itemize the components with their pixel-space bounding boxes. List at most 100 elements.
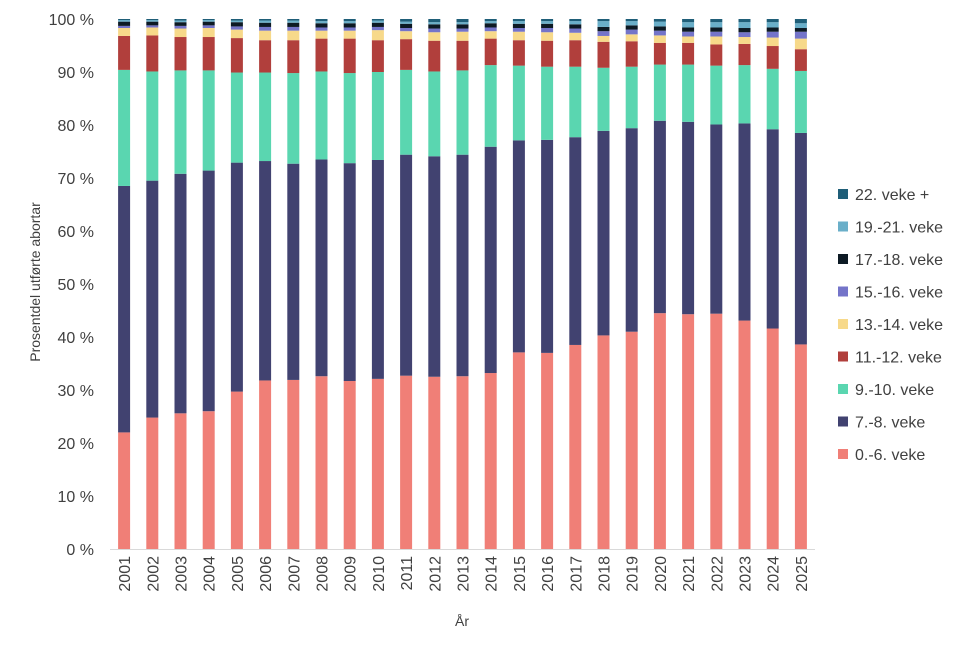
bar-segment xyxy=(174,173,187,414)
bar-segment xyxy=(174,413,187,549)
bar-segment xyxy=(710,65,723,125)
bar-segment xyxy=(597,21,610,27)
legend-label: 17.-18. veke xyxy=(855,252,943,269)
bar-segment xyxy=(597,335,610,549)
y-tick-label: 50 % xyxy=(58,277,94,294)
bar-segment xyxy=(456,28,469,32)
bar-segment xyxy=(118,35,131,70)
x-tick-label: 2002 xyxy=(145,556,162,592)
bar-segment xyxy=(343,21,356,24)
y-axis-title-text: Prosentdel utførte abortar xyxy=(27,202,43,362)
bar-segment xyxy=(794,344,807,549)
x-tick-label: 2022 xyxy=(709,556,726,592)
bar-segment xyxy=(259,26,272,31)
bar-segment xyxy=(118,20,131,22)
bars xyxy=(118,19,807,549)
bar-segment xyxy=(484,27,497,32)
bar-segment xyxy=(569,66,582,138)
bar-segment xyxy=(456,31,469,41)
bar-segment xyxy=(230,26,243,30)
x-tick-label: 2011 xyxy=(399,556,416,591)
bar-segment xyxy=(766,22,779,28)
bar-segment xyxy=(202,411,215,549)
bar-segment xyxy=(682,64,695,122)
bar-segment xyxy=(682,27,695,32)
x-tick-label: 2015 xyxy=(512,556,529,592)
bar-segment xyxy=(428,24,441,29)
y-tick-label: 0 % xyxy=(66,542,94,559)
bar-segment xyxy=(625,34,638,42)
bar-segment xyxy=(710,19,723,23)
bar-segment xyxy=(653,21,666,27)
bar-segment xyxy=(569,28,582,33)
bar-segment xyxy=(512,352,525,549)
bar-segment xyxy=(682,31,695,37)
bar-segment xyxy=(202,19,215,21)
bar-segment xyxy=(484,373,497,549)
bar-segment xyxy=(118,69,131,186)
bar-segment xyxy=(682,36,695,43)
bar-segment xyxy=(766,37,779,47)
bar-segment xyxy=(343,23,356,28)
bar-segment xyxy=(174,19,187,21)
bar-segment xyxy=(428,156,441,377)
bar-segment xyxy=(202,21,215,26)
bar-segment xyxy=(400,39,413,70)
bar-segment xyxy=(371,378,384,549)
bar-segment xyxy=(484,31,497,39)
bar-segment xyxy=(456,22,469,25)
legend-swatch xyxy=(838,286,848,297)
y-tick-label: 60 % xyxy=(58,224,94,241)
bar-segment xyxy=(653,19,666,22)
bar-segment xyxy=(230,72,243,163)
bar-segment xyxy=(315,21,328,24)
bar-segment xyxy=(794,132,807,345)
bar-segment xyxy=(259,30,272,41)
bar-segment xyxy=(653,64,666,121)
bar-segment xyxy=(569,344,582,549)
bar-segment xyxy=(118,185,131,433)
bar-segment xyxy=(371,19,384,21)
bar-segment xyxy=(146,20,159,22)
bar-segment xyxy=(541,19,554,22)
bar-segment xyxy=(484,65,497,147)
bar-segment xyxy=(146,417,159,549)
bar-segment xyxy=(766,46,779,69)
bar-segment xyxy=(287,20,300,23)
legend-swatch xyxy=(838,351,848,362)
bar-segment xyxy=(202,170,215,412)
bar-segment xyxy=(371,40,384,72)
y-tick-label: 30 % xyxy=(58,383,94,400)
legend-swatch xyxy=(838,449,848,459)
y-tick-label: 100 % xyxy=(49,12,94,29)
bar-segment xyxy=(766,19,779,23)
bar-segment xyxy=(343,38,356,74)
bar-segment xyxy=(794,70,807,133)
bar-segment xyxy=(118,432,131,549)
legend-label: 22. veke + xyxy=(855,187,929,204)
legend-label: 11.-12. veke xyxy=(855,350,942,367)
bar-segment xyxy=(315,71,328,160)
x-tick-label: 2012 xyxy=(427,556,444,592)
x-tick-label: 2017 xyxy=(568,556,585,592)
bar-segment xyxy=(202,28,215,38)
bar-segment xyxy=(682,19,695,23)
bar-segment xyxy=(259,161,272,381)
bar-segment xyxy=(653,42,666,65)
x-tick-label: 2006 xyxy=(258,556,275,592)
bar-segment xyxy=(597,130,610,336)
bar-segment xyxy=(315,30,328,39)
bar-segment xyxy=(484,38,497,66)
bar-segment xyxy=(597,19,610,22)
bar-segment xyxy=(710,27,723,32)
bar-segment xyxy=(118,28,131,36)
bar-segment xyxy=(287,73,300,164)
bar-segment xyxy=(428,40,441,72)
bar-segment xyxy=(146,27,159,36)
bar-segment xyxy=(738,19,751,23)
y-tick-label: 20 % xyxy=(58,436,94,453)
x-tick-label: 2024 xyxy=(766,556,783,592)
bar-segment xyxy=(794,49,807,71)
y-tick-label: 80 % xyxy=(58,118,94,135)
bar-segment xyxy=(202,20,215,22)
